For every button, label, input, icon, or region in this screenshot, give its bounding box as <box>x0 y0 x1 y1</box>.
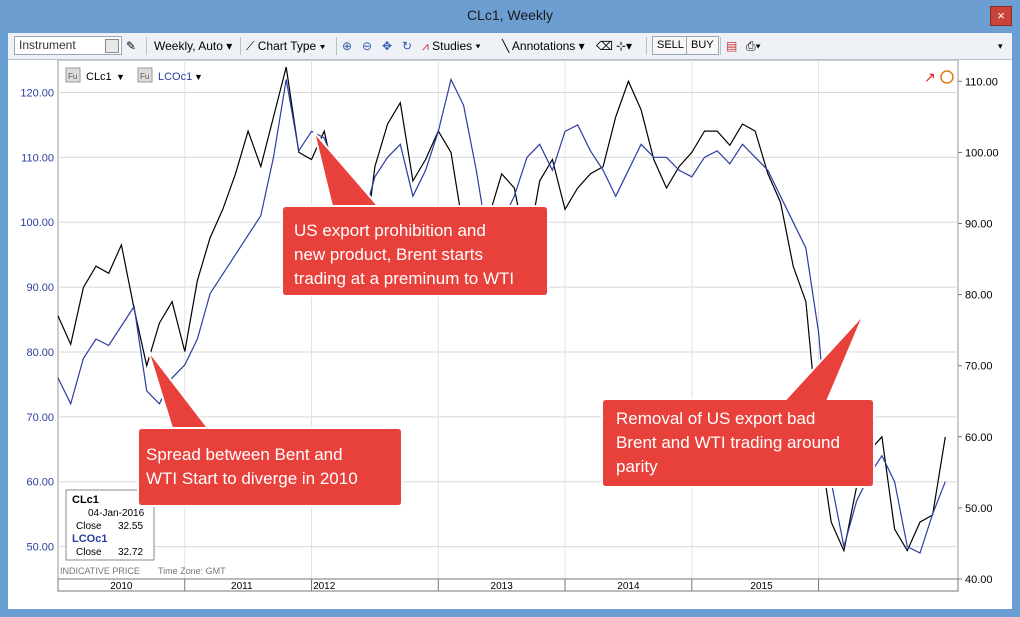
annotation1-line1: US export prohibition and <box>294 221 486 240</box>
right-tick-label: 70.00 <box>965 361 993 373</box>
right-tick-label: 50.00 <box>965 503 993 515</box>
x-tick-label: 2010 <box>110 581 133 592</box>
info-s1-name: CLc1 <box>72 494 99 506</box>
right-tick-label: 100.00 <box>965 147 999 159</box>
chart-type-label: Chart Type <box>258 39 316 53</box>
legend-series2: LCOc1 <box>158 71 192 83</box>
left-tick-label: 80.00 <box>26 347 54 359</box>
close-button[interactable]: × <box>990 6 1012 26</box>
studies-icon: ⩘ <box>422 39 429 53</box>
annotation-export-prohibition[interactable]: US export prohibition and new product, B… <box>282 132 548 296</box>
sell-button[interactable]: SELL <box>652 36 689 55</box>
x-tick-label: 2013 <box>491 581 514 592</box>
toolbar-separator <box>646 37 647 55</box>
toolbar-overflow-icon[interactable]: ▾ <box>998 37 1003 55</box>
chart-settings-icon[interactable]: ▤ <box>726 37 737 55</box>
print-icon[interactable]: ⎙▾ <box>746 37 761 55</box>
info-s1-value: 32.55 <box>118 521 143 532</box>
x-tick-label: 2015 <box>750 581 773 592</box>
right-tick-label: 80.00 <box>965 290 993 302</box>
pan-icon[interactable]: ✥ <box>382 37 392 55</box>
left-tick-label: 120.00 <box>20 87 54 99</box>
legend-series1: CLc1 <box>86 71 112 83</box>
right-axis: 110.00 100.00 90.00 80.00 70.00 60.00 50.00 40.… <box>958 76 999 586</box>
left-tick-label: 60.00 <box>26 477 54 489</box>
right-tick-label: 110.00 <box>965 76 998 88</box>
info-s2-value: 32.72 <box>118 547 143 558</box>
x-tick-label: 2014 <box>617 581 640 592</box>
legend-lcoc1[interactable]: Fu LCOc1 ▼ <box>138 68 203 83</box>
price-chart: 120.00 110.00 100.00 90.00 80.00 70.00 60.00 50… <box>8 60 1012 609</box>
left-tick-label: 100.00 <box>20 217 54 229</box>
annotation3-line1: Removal of US export bad <box>616 409 815 428</box>
line-chart-icon: ⟋ <box>246 39 254 53</box>
legend-tag: Fu <box>68 72 77 81</box>
title-bar: CLc1, Weekly × <box>0 0 1020 32</box>
indicative-price-label: INDICATIVE PRICE <box>60 566 140 576</box>
crosshair-icon[interactable]: ⊹▾ <box>616 37 632 55</box>
annotation1-line2: new product, Brent starts <box>294 245 483 264</box>
buy-button[interactable]: BUY <box>686 36 719 55</box>
interval-label: Weekly, Auto <box>154 39 223 53</box>
x-tick-label: 2011 <box>231 581 253 592</box>
annotations-dropdown[interactable]: ╲ Annotations ▾ <box>502 37 585 55</box>
right-tick-label: 60.00 <box>965 432 993 444</box>
left-tick-label: 50.00 <box>26 542 54 554</box>
annotation2-line2: WTI Start to diverge in 2010 <box>146 469 358 488</box>
x-axis: 2010 2011 2012 2013 2014 2015 <box>58 579 958 592</box>
right-tick-label: 90.00 <box>965 219 993 231</box>
toolbar-separator <box>146 37 147 55</box>
interval-dropdown[interactable]: Weekly, Auto ▾ <box>154 37 232 55</box>
legend-clc1[interactable]: Fu CLc1 ▼ <box>66 68 125 83</box>
zoom-in-icon[interactable]: ⊕ <box>342 37 352 55</box>
left-tick-label: 90.00 <box>26 282 54 294</box>
annotation1-line3: trading at a preminum to WTI <box>294 269 514 288</box>
annotation-parity[interactable]: Removal of US export bad Brent and WTI t… <box>602 314 874 487</box>
chart-toolbar: Instrument ✎ Weekly, Auto ▾ ⟋ Chart Type… <box>8 33 1012 60</box>
instrument-input[interactable]: Instrument <box>14 36 122 55</box>
info-date: 04-Jan-2016 <box>88 508 145 519</box>
info-s1-label: Close <box>76 521 102 532</box>
live-update-icon[interactable]: ↗ <box>924 69 936 85</box>
window-title: CLc1, Weekly <box>0 7 1020 23</box>
studies-dropdown[interactable]: ⩘ Studies ▾ <box>422 37 481 55</box>
right-tick-label: 40.00 <box>965 574 993 586</box>
studies-label: Studies <box>432 39 472 53</box>
annotation3-line2: Brent and WTI trading around <box>616 433 840 452</box>
annotation3-line3: parity <box>616 457 658 476</box>
annotation2-line1: Spread between Bent and <box>146 445 343 464</box>
chart-area: 120.00 110.00 100.00 90.00 80.00 70.00 60.00 50… <box>8 60 1012 609</box>
annotation-spread-diverge[interactable]: Spread between Bent and WTI Start to div… <box>138 350 402 506</box>
instrument-placeholder: Instrument <box>19 38 76 52</box>
left-tick-label: 70.00 <box>26 412 54 424</box>
left-tick-label: 110.00 <box>21 152 54 164</box>
instrument-picker-icon[interactable] <box>105 39 119 53</box>
zoom-out-icon[interactable]: ⊖ <box>362 37 372 55</box>
toolbar-separator <box>336 37 337 55</box>
left-axis: 120.00 110.00 100.00 90.00 80.00 70.00 60.00 50… <box>20 87 54 553</box>
info-s2-label: Close <box>76 547 102 558</box>
chart-type-dropdown[interactable]: ⟋ Chart Type ▾ <box>246 37 325 55</box>
dropdown-arrow-icon[interactable]: ▼ <box>116 72 125 82</box>
toolbar-separator <box>720 37 721 55</box>
x-tick-label: 2012 <box>313 581 336 592</box>
info-s2-name: LCOc1 <box>72 533 107 545</box>
refresh-icon[interactable]: ↻ <box>402 37 412 55</box>
legend-tag: Fu <box>140 72 149 81</box>
dropdown-arrow-icon[interactable]: ▼ <box>194 72 203 82</box>
timezone-label: Time Zone: GMT <box>158 566 226 576</box>
clock-icon[interactable] <box>941 71 953 83</box>
annotations-label: Annotations <box>512 39 575 53</box>
annotation-line-icon: ╲ <box>502 39 509 53</box>
toolbar-separator <box>240 37 241 55</box>
eraser-icon[interactable]: ⌫ <box>596 37 613 55</box>
draw-tool-icon[interactable]: ✎ <box>126 37 136 55</box>
